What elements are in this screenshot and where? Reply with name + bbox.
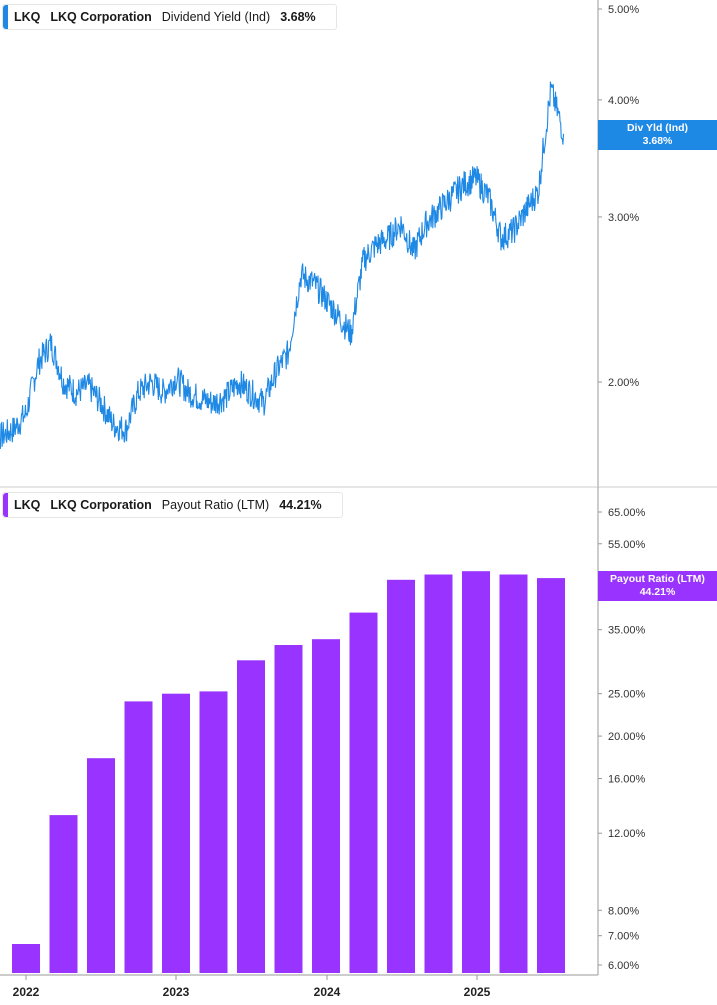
payout-ratio-bar	[199, 691, 228, 973]
legend-ticker: LKQ	[14, 498, 41, 512]
payout-ratio-bar	[12, 944, 40, 973]
legend-value: 3.68%	[280, 10, 316, 24]
y-tick-label: 2.00%	[608, 377, 639, 389]
y-tick-label: 4.00%	[608, 95, 639, 107]
x-axis: 2022 2023 2024 2025	[0, 974, 598, 999]
x-tick-label: 2023	[163, 985, 190, 999]
legend-swatch	[3, 5, 8, 29]
payout-ratio-bar	[537, 578, 565, 973]
y-tick-label: 65.00%	[608, 507, 646, 519]
x-tick-label: 2022	[13, 985, 40, 999]
payout-ratio-bar	[499, 574, 528, 973]
y-tick-label: 6.00%	[608, 960, 639, 972]
y-tick-label: 5.00%	[608, 4, 639, 16]
tag-label: Div Yld (Ind)	[626, 122, 689, 134]
y-tick-label: 16.00%	[608, 774, 646, 786]
tag-value: 44.21%	[639, 586, 676, 598]
tag-label: Payout Ratio (LTM)	[610, 573, 705, 585]
y-tick-label: 20.00%	[608, 731, 646, 743]
legend-metric: Payout Ratio (LTM)	[161, 498, 270, 512]
dividend-yield-series-line	[0, 81, 565, 449]
payout-ratio-bar	[237, 660, 265, 973]
payout-ratio-tag: Payout Ratio (LTM) 44.21%	[598, 571, 717, 601]
y-tick-label: 35.00%	[608, 625, 646, 637]
payout-ratio-bar	[387, 579, 415, 973]
legend-company: LKQ Corporation	[50, 10, 152, 24]
payout-ratio-bar	[462, 571, 490, 973]
legend-ticker: LKQ	[14, 10, 41, 24]
y-tick-label: 8.00%	[608, 905, 639, 917]
dividend-yield-legend: LKQ LKQ Corporation Dividend Yield (Ind)…	[2, 4, 337, 30]
x-tick-label: 2024	[314, 985, 341, 999]
legend-swatch	[3, 493, 8, 517]
legend-value: 44.21%	[279, 498, 322, 512]
y-tick-label: 55.00%	[608, 539, 646, 551]
y-tick-label: 3.00%	[608, 212, 639, 224]
payout-ratio-bar	[349, 612, 378, 973]
x-tick-label: 2025	[464, 985, 491, 999]
payout-ratio-bar	[312, 639, 340, 973]
dividend-yield-line	[0, 81, 565, 449]
y-tick-label: 7.00%	[608, 931, 639, 943]
legend-company: LKQ Corporation	[50, 498, 152, 512]
bottom-y-axis: 65.00% 55.00% 35.00% 25.00% 20.00% 16.00% 12.0…	[597, 487, 646, 975]
payout-ratio-bar	[49, 815, 78, 973]
payout-ratio-bar	[124, 701, 153, 973]
legend-metric: Dividend Yield (Ind)	[161, 10, 271, 24]
y-tick-label: 12.00%	[608, 828, 646, 840]
payout-ratio-bar	[162, 693, 190, 973]
payout-ratio-bar	[274, 645, 303, 973]
payout-ratio-legend: LKQ LKQ Corporation Payout Ratio (LTM) 4…	[2, 492, 343, 518]
payout-ratio-bar	[87, 758, 115, 973]
payout-ratio-bars	[12, 571, 565, 973]
tag-value: 3.68%	[642, 135, 673, 147]
dividend-yield-tag: Div Yld (Ind) 3.68%	[598, 120, 717, 150]
payout-ratio-bar	[424, 574, 453, 973]
y-tick-label: 25.00%	[608, 689, 646, 701]
